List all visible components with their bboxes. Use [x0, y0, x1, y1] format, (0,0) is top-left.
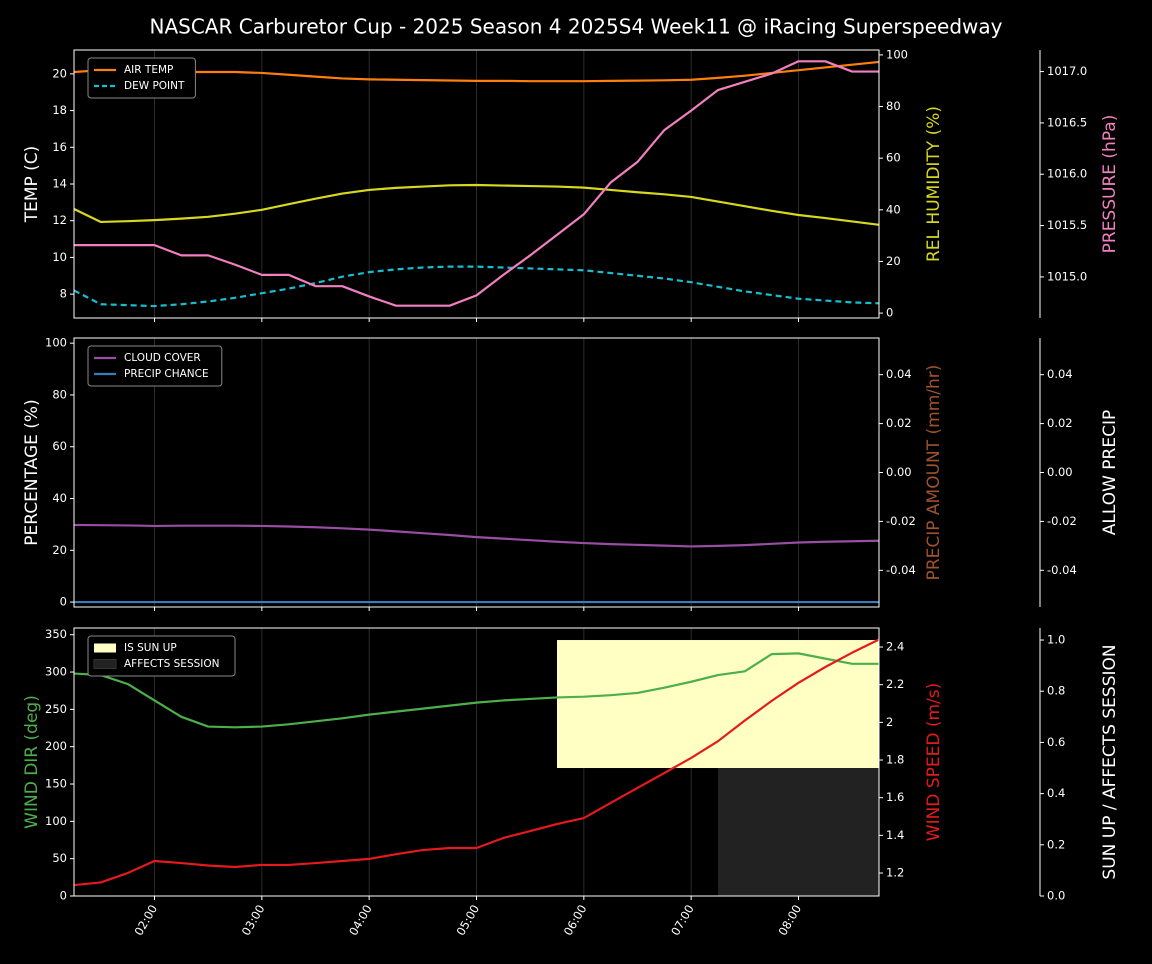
axes-frame [73, 627, 880, 897]
y3-tick-label: 0.2 [1047, 837, 1065, 851]
y3-tick-label: 0.0 [1047, 889, 1065, 903]
y2-tick-label: 1.8 [886, 753, 904, 767]
y3-tick-label: 0.8 [1047, 684, 1065, 698]
line [73, 652, 879, 729]
y2-tick-label: 40 [886, 202, 901, 216]
y2-tick-label: -0.04 [886, 563, 916, 577]
legend-label: IS SUN UP [124, 642, 177, 654]
y2-tick-label: 60 [886, 151, 901, 165]
y2-tick-label: 100 [886, 47, 908, 61]
y2-tick-label: -0.02 [886, 514, 916, 528]
y-tick-label: 20 [52, 66, 67, 80]
legend-box [87, 635, 236, 677]
y2-tick-label: 80 [886, 99, 901, 113]
axis-label: WIND SPEED (m/s) [924, 683, 944, 841]
y2-tick-label: 1.4 [886, 828, 904, 842]
legend-box [87, 57, 196, 99]
y-tick-label: 20 [52, 543, 67, 557]
y-tick-label: 250 [45, 702, 67, 716]
y2-tick-label: 0.04 [886, 367, 912, 381]
y-tick-label: 80 [52, 387, 67, 401]
legend-box [87, 345, 223, 387]
y2-tick-label: 20 [886, 254, 901, 268]
y2-tick-label: 1.6 [886, 790, 904, 804]
y-tick-label: 12 [52, 213, 67, 227]
y3-tick-label: 0.00 [1047, 465, 1073, 479]
y-tick-label: 18 [52, 103, 67, 117]
y-tick-label: 300 [45, 665, 67, 679]
axis-label: WIND DIR (deg) [22, 695, 42, 829]
line [73, 638, 880, 887]
y3-tick-label: 0.6 [1047, 735, 1065, 749]
axis-label: SUN UP / AFFECTS SESSION [1100, 644, 1120, 879]
y-tick-label: 0 [60, 889, 67, 903]
line [73, 183, 880, 226]
y-tick-label: 60 [52, 439, 67, 453]
y2-tick-label: 0 [886, 306, 893, 320]
y3-tick-label: 1015.5 [1047, 218, 1087, 232]
legend-swatch [94, 643, 116, 653]
line [74, 60, 879, 307]
legend-label: DEW POINT [124, 80, 185, 92]
y-tick-label: 10 [52, 250, 67, 264]
y-tick-label: 150 [45, 777, 67, 791]
y-tick-label: 200 [45, 739, 67, 753]
legend-label: PRECIP CHANCE [124, 368, 209, 380]
y3-tick-label: 1.0 [1047, 633, 1065, 647]
y3-tick-label: 0.02 [1047, 416, 1073, 430]
line [73, 60, 880, 83]
y2-tick-label: 2 [886, 715, 893, 729]
y-tick-label: 100 [45, 336, 67, 350]
y2-tick-label: 0.02 [886, 416, 912, 430]
y3-tick-label: -0.04 [1047, 563, 1077, 577]
y2-tick-label: 1.2 [886, 866, 904, 880]
y-tick-label: 14 [52, 177, 67, 191]
legend-label: CLOUD COVER [124, 352, 201, 364]
legend-label: AIR TEMP [124, 64, 173, 76]
axis-label: PRECIP AMOUNT (mm/hr) [924, 365, 944, 581]
y3-tick-label: 1016.0 [1047, 167, 1087, 181]
y2-tick-label: 2.2 [886, 677, 904, 691]
band [557, 640, 879, 769]
chart-title: NASCAR Carburetor Cup - 2025 Season 4 20… [150, 15, 1003, 39]
line [73, 523, 880, 548]
axis-label: PRESSURE (hPa) [1100, 115, 1120, 254]
axis-label: PERCENTAGE (%) [22, 399, 42, 545]
legend-label: AFFECTS SESSION [124, 658, 220, 670]
axis-label: ALLOW PRECIP [1100, 410, 1120, 536]
y-tick-label: 350 [45, 627, 67, 641]
axis-label: TEMP (C) [22, 146, 42, 224]
axis-label: REL HUMIDITY (%) [924, 106, 944, 262]
y3-tick-label: 0.04 [1047, 367, 1073, 381]
y-tick-label: 16 [52, 140, 67, 154]
band [718, 768, 879, 896]
y3-tick-label: 1017.0 [1047, 64, 1087, 78]
y-tick-label: 100 [45, 814, 67, 828]
y3-tick-label: 0.4 [1047, 786, 1065, 800]
y-tick-label: 8 [60, 287, 67, 301]
y2-tick-label: 2.4 [886, 640, 904, 654]
y3-tick-label: 1015.0 [1047, 269, 1087, 283]
y3-tick-label: 1016.5 [1047, 115, 1087, 129]
y3-tick-label: -0.02 [1047, 514, 1077, 528]
y-tick-label: 0 [60, 595, 67, 609]
legend-swatch [93, 659, 117, 669]
y-tick-label: 40 [52, 491, 67, 505]
y2-tick-label: 0.00 [886, 465, 912, 479]
y-tick-label: 50 [52, 851, 67, 865]
